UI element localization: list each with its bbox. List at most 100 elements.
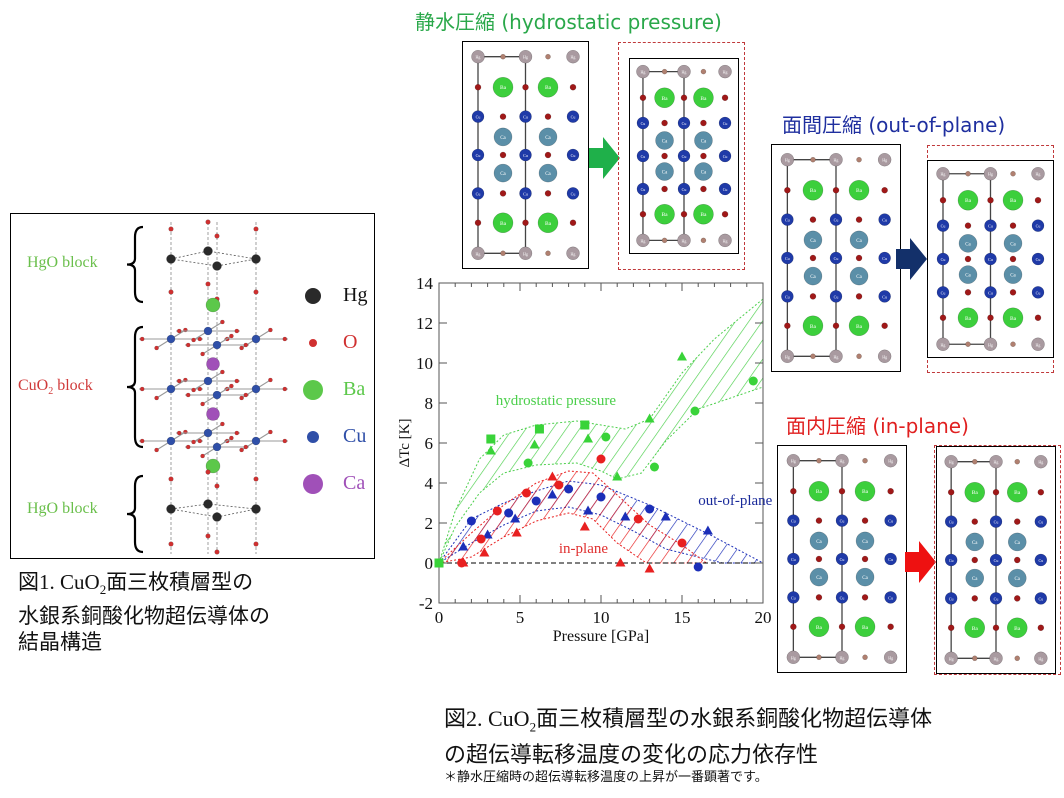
ca-atom bbox=[965, 568, 985, 588]
ca-atom bbox=[855, 567, 875, 587]
hg-atom-label: Hg bbox=[1036, 342, 1041, 347]
ca-atom bbox=[493, 127, 513, 147]
cu-atom-label: Cu bbox=[994, 596, 999, 601]
o-atom bbox=[784, 322, 791, 330]
o-atom bbox=[200, 351, 205, 357]
unit-cell-diagram: Hg Hg Hg Hg Hg Hg Ba Ba Ba Ba Cu Cu Cu Cu Cu Cu Cu Cu Cu Ca… bbox=[471, 49, 580, 261]
data-point-circle bbox=[521, 488, 531, 498]
o-atom bbox=[176, 378, 182, 384]
o-atom bbox=[661, 237, 668, 244]
cu-atom-label: Cu bbox=[723, 187, 728, 192]
ba-atom bbox=[802, 179, 824, 201]
o-atom bbox=[862, 654, 868, 661]
figure2-note: ＊静水圧縮時の超伝導転移温度の上昇が一番顕著です。 bbox=[444, 770, 768, 786]
cu-atom-label: Cu bbox=[1039, 558, 1044, 563]
o-atom bbox=[569, 219, 577, 227]
o-atom bbox=[832, 186, 840, 194]
brace-icon bbox=[126, 325, 144, 449]
o-atom bbox=[474, 219, 482, 227]
ba-atom-label: Ba bbox=[1014, 626, 1021, 632]
out-of-plane-title: 面間圧縮 (out-of-plane) bbox=[782, 113, 1006, 137]
cu-atom bbox=[212, 442, 222, 452]
cu-atom bbox=[984, 286, 997, 299]
data-point-triangle bbox=[644, 413, 655, 423]
o-atom bbox=[191, 439, 196, 445]
cu-atom bbox=[829, 290, 843, 303]
data-point-triangle bbox=[458, 541, 469, 551]
data-point-circle bbox=[645, 504, 655, 514]
hg-atom-label: Hg bbox=[834, 354, 839, 359]
ca-atom-icon bbox=[303, 473, 323, 494]
o-atom bbox=[185, 392, 191, 398]
ba-atom-label: Ba bbox=[816, 489, 823, 495]
hg-atom bbox=[718, 64, 732, 79]
ba-atom bbox=[492, 76, 514, 98]
ba-atom-label: Ba bbox=[862, 489, 869, 495]
cu-atom bbox=[1031, 286, 1045, 299]
cu-atom bbox=[471, 110, 485, 123]
data-point-circle bbox=[690, 406, 700, 416]
ba-atom-label: Ba bbox=[700, 96, 707, 102]
hg-atom-label: Hg bbox=[682, 238, 687, 243]
hg-atom bbox=[883, 453, 898, 468]
o-atom bbox=[499, 113, 507, 120]
ba-atom bbox=[492, 212, 514, 234]
cu-atom bbox=[989, 553, 1003, 567]
cu-atom bbox=[203, 428, 213, 438]
figure1-crystal-structure: HgO block CuO2 block HgO block Hg O Ba Cu Ca bbox=[10, 213, 375, 559]
ca-atom bbox=[958, 234, 978, 253]
cu-atom bbox=[1034, 592, 1048, 605]
ba-atom bbox=[1002, 307, 1024, 329]
o-atom bbox=[790, 487, 797, 495]
ba-atom-label: Ba bbox=[972, 490, 979, 496]
o-atom bbox=[661, 185, 668, 193]
hg-atom bbox=[983, 166, 998, 181]
o-atom bbox=[661, 68, 668, 75]
o-atom bbox=[964, 289, 972, 296]
figure1-caption: 図1. CuO2面三枚積層型の 水銀系銅酸化物超伝導体の 結晶構造 bbox=[18, 569, 270, 655]
ca-atom-label: Ca bbox=[862, 576, 868, 581]
o-atom bbox=[168, 541, 174, 547]
o-atom bbox=[971, 595, 979, 602]
hg-atom-label: Hg bbox=[882, 158, 887, 163]
hg-atom bbox=[471, 246, 485, 261]
data-point-triangle bbox=[644, 563, 655, 573]
o-atom bbox=[154, 345, 159, 351]
o-atom bbox=[947, 624, 955, 632]
hg-atom bbox=[566, 49, 580, 64]
cu-atom bbox=[884, 591, 897, 604]
ca-atom-label: Ca bbox=[856, 239, 862, 244]
o-atom bbox=[282, 336, 288, 342]
ba-atom bbox=[654, 203, 675, 225]
cu-atom-label: Cu bbox=[949, 520, 954, 525]
hgo-block-top-label: HgO block bbox=[27, 254, 98, 271]
o-atom bbox=[1014, 458, 1020, 465]
o-atom bbox=[544, 113, 552, 120]
o-atom bbox=[214, 549, 220, 555]
o-atom bbox=[861, 517, 869, 524]
x-tick-label: 5 bbox=[516, 608, 525, 627]
cu-atom bbox=[1031, 252, 1045, 266]
hg-atom-label: Hg bbox=[641, 70, 646, 75]
o-atom bbox=[268, 377, 273, 383]
hg-atom-label: Hg bbox=[641, 238, 646, 243]
o-atom bbox=[784, 186, 791, 194]
data-point-circle bbox=[596, 454, 606, 464]
hg-atom bbox=[251, 254, 261, 264]
cu-atom bbox=[519, 148, 532, 162]
hg-atom-label: Hg bbox=[840, 655, 845, 660]
cu-atom-label: Cu bbox=[723, 154, 728, 159]
o-atom bbox=[253, 541, 259, 547]
hg-atom-label: Hg bbox=[840, 459, 845, 464]
data-point-triangle bbox=[547, 489, 558, 499]
cu-atom-label: Cu bbox=[840, 595, 845, 600]
o-atom bbox=[220, 369, 225, 375]
hg-atom bbox=[1034, 454, 1048, 469]
ca-atom-label: Ca bbox=[810, 239, 816, 244]
cu-atom bbox=[566, 187, 580, 200]
cu-atom bbox=[944, 592, 958, 605]
ba-atom-label: Ba bbox=[545, 85, 552, 91]
annotation-in-plane: in-plane bbox=[559, 541, 608, 557]
o-atom bbox=[816, 457, 822, 464]
